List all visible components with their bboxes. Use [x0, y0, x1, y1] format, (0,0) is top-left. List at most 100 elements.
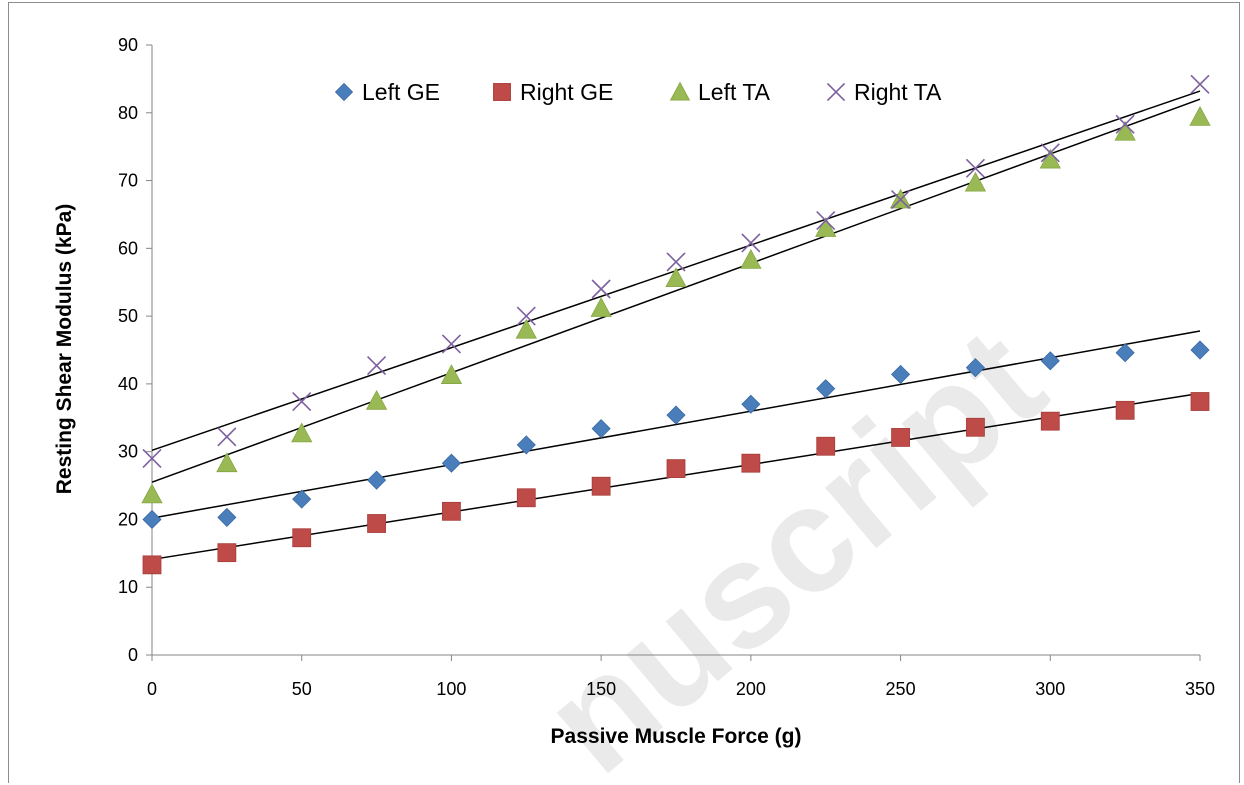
data-point-left-ta [815, 217, 837, 237]
data-point-right-ta-stroke-b [741, 233, 761, 253]
data-point-left-ta [515, 318, 537, 339]
y-tick-label: 10 [118, 577, 138, 597]
legend-marker-left-ge [334, 82, 354, 102]
data-point-right-ge [1190, 392, 1210, 411]
data-point-right-ta [516, 306, 536, 326]
data-point-right-ta [441, 334, 461, 354]
data-point-right-ta [142, 448, 162, 469]
legend-marker-right-ta-stroke-b [826, 82, 846, 102]
data-point-right-ta [292, 391, 312, 412]
data-point-right-ta [591, 279, 611, 299]
data-point-left-ge [741, 394, 761, 414]
data-point-left-ge [591, 419, 611, 439]
data-point-right-ge [816, 436, 836, 456]
legend-label-left-ta: Left TA [698, 79, 771, 105]
x-tick-label: 100 [436, 679, 466, 699]
data-point-left-ta [1189, 106, 1211, 126]
data-point-right-ta-stroke-b [367, 356, 387, 376]
data-point-left-ge [666, 405, 686, 425]
data-point-left-ge [965, 358, 985, 378]
data-point-left-ta [365, 389, 388, 410]
data-point-right-ge [217, 543, 237, 563]
y-tick-label: 40 [118, 374, 138, 394]
legend: Left GE Right GE Left TA Right TA [334, 79, 942, 105]
x-tick-label: 200 [736, 679, 766, 699]
y-tick-label: 90 [118, 35, 138, 55]
data-point-right-ta-stroke-b [591, 279, 611, 299]
trendline-left-ta [151, 98, 1201, 483]
data-point-right-ta [965, 158, 985, 178]
x-tick-label: 50 [292, 679, 312, 699]
data-point-left-ta [740, 249, 762, 269]
data-point-right-ta [666, 252, 686, 272]
legend-marker-right-ta [826, 82, 846, 102]
y-tick-label: 80 [118, 103, 138, 123]
data-point-right-ta [217, 427, 237, 447]
data-point-right-ta-stroke-b [217, 427, 237, 447]
y-tick-label: 60 [118, 238, 138, 258]
data-point-right-ge [516, 488, 536, 508]
x-tick-label: 0 [147, 679, 157, 699]
data-point-right-ge [292, 528, 312, 548]
y-tick-label: 30 [118, 442, 138, 462]
data-point-left-ge [1115, 343, 1135, 363]
data-point-left-ta [1114, 120, 1136, 141]
data-point-left-ta [141, 483, 163, 504]
data-point-right-ta-stroke-b [292, 391, 312, 412]
data-point-right-ta [367, 356, 387, 376]
y-tick-label: 50 [118, 306, 138, 326]
x-tick-label: 350 [1185, 679, 1215, 699]
data-point-right-ta-stroke-b [142, 448, 162, 469]
data-point-right-ge [741, 453, 761, 473]
data-point-left-ge [1040, 351, 1060, 371]
x-tick-label: 150 [586, 679, 616, 699]
legend-label-right-ta: Right TA [854, 79, 942, 105]
data-point-right-ta-stroke-b [965, 158, 985, 178]
data-point-left-ge [217, 507, 237, 527]
data-point-right-ge [142, 555, 162, 575]
data-point-right-ta-stroke-b [816, 210, 836, 231]
data-point-left-ge [142, 509, 162, 530]
data-point-right-ta-stroke-b [441, 334, 461, 354]
data-point-right-ta [1040, 143, 1060, 163]
data-point-left-ta [216, 452, 238, 473]
data-point-right-ta-stroke-b [1115, 114, 1135, 134]
legend-marker-right-ge [493, 83, 511, 101]
x-tick-label: 250 [886, 679, 916, 699]
data-point-left-ge [441, 453, 461, 473]
axes: 0 10 20 30 40 50 60 70 80 90 0 50 100 150 200 250 300 350 [118, 35, 1215, 699]
data-point-right-ta-stroke-b [1190, 74, 1210, 94]
legend-label-left-ge: Left GE [362, 79, 440, 105]
data-point-left-ge [292, 489, 312, 509]
data-point-right-ge [442, 501, 461, 521]
y-tick-label: 20 [118, 509, 138, 529]
data-point-left-ta [291, 422, 313, 443]
data-point-right-ta-stroke-b [516, 306, 536, 326]
data-point-right-ta [891, 189, 911, 210]
data-point-left-ge [367, 470, 387, 490]
data-point-right-ge [367, 514, 386, 533]
data-point-left-ta [440, 364, 463, 384]
data-point-left-ta [665, 267, 687, 288]
data-point-right-ge [1115, 400, 1135, 420]
data-point-right-ge [1040, 411, 1060, 431]
data-markers [141, 74, 1211, 575]
x-axis-title: Passive Muscle Force (g) [551, 725, 802, 748]
data-point-left-ta [590, 297, 612, 317]
data-point-right-ge [891, 428, 910, 447]
data-point-right-ta-stroke-b [666, 252, 686, 272]
data-point-right-ge [591, 476, 611, 496]
data-point-left-ta [964, 171, 987, 192]
x-tick-label: 300 [1035, 679, 1065, 699]
data-point-right-ta-stroke-b [891, 189, 911, 210]
data-point-left-ge [891, 364, 911, 384]
data-point-left-ge [1190, 340, 1210, 360]
data-point-right-ta-stroke-b [1040, 143, 1060, 163]
data-point-right-ta [1190, 74, 1210, 94]
data-point-left-ge [816, 379, 836, 399]
legend-marker-left-ta [669, 81, 691, 101]
data-point-right-ta [816, 210, 836, 231]
y-tick-label: 0 [128, 645, 138, 665]
data-point-right-ge [966, 417, 985, 437]
